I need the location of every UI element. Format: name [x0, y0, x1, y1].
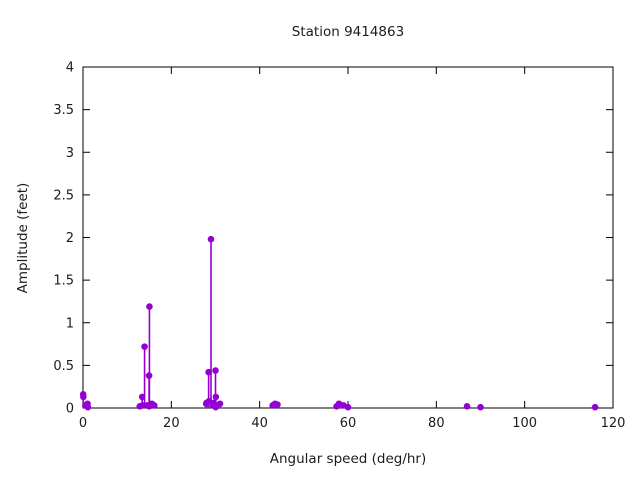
data-point	[212, 367, 219, 374]
data-point	[212, 393, 220, 401]
x-tick-label: 40	[251, 416, 268, 431]
y-tick-label: 1	[66, 316, 74, 331]
data-point	[216, 400, 224, 408]
data-point	[207, 235, 215, 243]
y-tick-label: 2	[66, 231, 74, 246]
axis-border	[82, 66, 614, 409]
data-point	[274, 401, 281, 408]
x-tick-label: 60	[340, 416, 357, 431]
chart-title: Station 9414863	[291, 24, 405, 40]
y-tick-label: 4	[66, 61, 74, 76]
y-tick-label: 0.5	[53, 359, 74, 374]
y-tick-label: 3	[66, 146, 74, 161]
y-axis-label: Amplitude (feet)	[15, 182, 31, 294]
data-point	[150, 402, 158, 409]
data-point	[463, 402, 471, 410]
y-tick-label: 1.5	[53, 274, 74, 289]
data-point	[80, 393, 87, 401]
x-axis-label: Angular speed (deg/hr)	[269, 451, 427, 467]
data-point	[146, 303, 153, 310]
data-point	[141, 343, 148, 350]
data-point	[344, 403, 352, 411]
y-tick-label: 2.5	[53, 188, 74, 203]
data-point	[477, 403, 484, 411]
x-tick-label: 20	[163, 416, 180, 431]
x-tick-label: 0	[79, 416, 87, 431]
y-tick-label: 3.5	[53, 103, 74, 118]
data-point	[84, 403, 92, 411]
x-tick-label: 120	[601, 416, 626, 431]
y-tick-label: 0	[66, 402, 74, 417]
data-point	[591, 403, 599, 411]
x-tick-label: 100	[512, 416, 537, 431]
x-tick-label: 80	[428, 416, 445, 431]
